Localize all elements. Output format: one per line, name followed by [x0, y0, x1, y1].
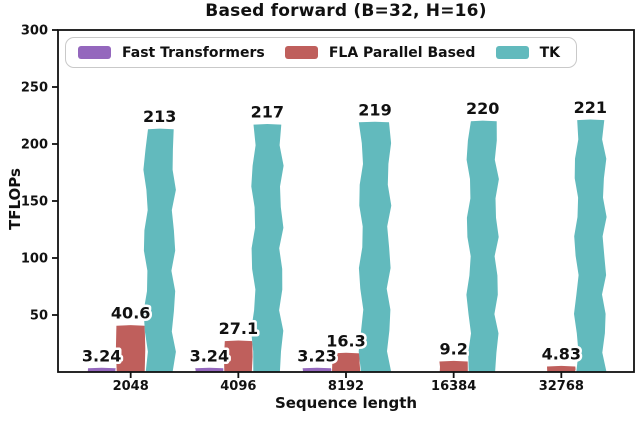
y-tick-label: 50: [30, 309, 48, 324]
legend-swatch-fast-transformers: [78, 46, 111, 59]
bar-tk-8192: [358, 121, 392, 372]
value-label: 219: [358, 100, 391, 119]
value-label: 3.23: [297, 346, 336, 365]
y-tick-label: 200: [21, 138, 48, 153]
bar-tk-16384: [466, 120, 499, 372]
value-label: 221: [574, 98, 607, 117]
bar-fla-parallel-based-4096: [224, 340, 253, 372]
legend-item: FLA Parallel Based: [284, 44, 476, 61]
legend-swatch-fla-parallel-based: [284, 46, 318, 59]
y-tick-label: 150: [21, 195, 48, 210]
value-label: 4.83: [542, 344, 581, 363]
value-label: 9.2: [439, 340, 467, 359]
bar-fla-parallel-based-32768: [547, 365, 576, 372]
value-label: 40.6: [111, 304, 150, 323]
legend-label: TK: [539, 44, 560, 61]
value-label: 3.24: [190, 346, 229, 365]
legend-swatch-tk: [495, 46, 529, 59]
legend-item: TK: [495, 44, 560, 61]
y-tick-label: 100: [21, 252, 48, 267]
bar-tk-2048: [143, 128, 176, 372]
x-axis-label: Sequence length: [274, 394, 418, 412]
value-label: 27.1: [219, 319, 258, 338]
legend-label: FLA Parallel Based: [328, 44, 476, 61]
value-label: 213: [143, 107, 176, 126]
legend-item: Fast Transformers: [78, 45, 265, 61]
bar-fast-transformers-4096: [195, 367, 224, 372]
value-label: 16.3: [326, 331, 365, 350]
x-tick-label: 2048: [113, 379, 149, 394]
bar-tk-4096: [251, 124, 284, 372]
x-tick-label: 8192: [328, 379, 364, 394]
bar-fast-transformers-8192: [302, 367, 332, 372]
bar-fast-transformers-2048: [87, 367, 116, 372]
legend-label: Fast Transformers: [122, 44, 265, 61]
legend: Fast Transformers FLA Parallel Based TK: [65, 37, 577, 68]
bar-fla-parallel-based-16384: [439, 360, 468, 372]
value-label: 220: [466, 99, 499, 118]
x-tick-label: 32768: [539, 379, 584, 394]
y-tick-label: 250: [21, 81, 48, 96]
y-tick-label: 300: [21, 24, 48, 39]
bar-fla-parallel-based-2048: [115, 325, 146, 372]
x-tick-label: 16384: [431, 379, 476, 394]
x-tick-label: 4096: [220, 379, 256, 394]
chart-title: Based forward (B=32, H=16): [205, 1, 487, 21]
bar-tk-32768: [574, 119, 607, 372]
bar-fla-parallel-based-8192: [332, 352, 361, 372]
value-label: 217: [251, 103, 284, 122]
value-label: 3.24: [82, 346, 121, 365]
